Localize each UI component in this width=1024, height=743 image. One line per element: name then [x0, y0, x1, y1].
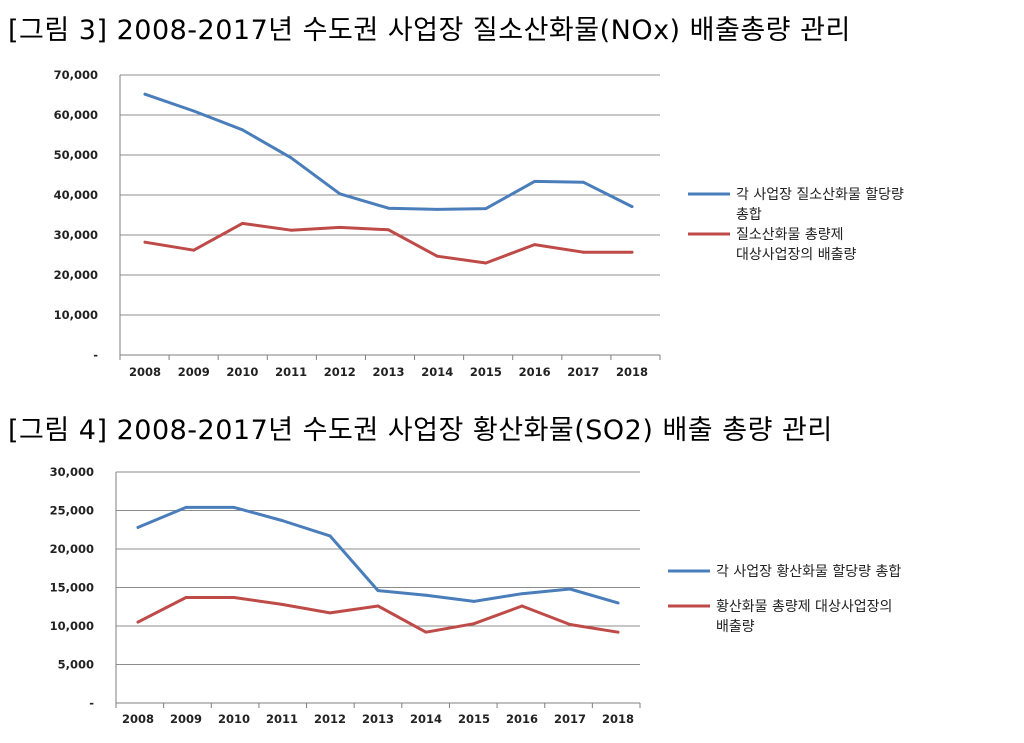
so2-series-1-point [280, 519, 284, 522]
so2-series-2-point [376, 604, 380, 608]
nox-series-2-point [581, 250, 585, 254]
so2-series-2-point [520, 604, 524, 608]
so2-series-1-point [472, 599, 476, 603]
nox-series-1-point [387, 206, 390, 210]
so2-y-tick-label: 10,000 [50, 619, 94, 633]
nox-legend-label-2: 질소산화물 총량제 [736, 227, 844, 243]
nox-series-2-point [387, 228, 390, 232]
nox-series-1-point [581, 180, 585, 184]
so2-x-tick-label: 2017 [554, 712, 586, 726]
nox-x-tick-label: 2015 [470, 365, 502, 379]
so2-y-tick-label: - [89, 696, 94, 710]
nox-series-2-point [192, 248, 196, 252]
so2-x-tick-label: 2015 [458, 712, 490, 726]
so2-x-tick-label: 2018 [602, 712, 634, 726]
so2-x-tick-label: 2016 [506, 712, 538, 726]
so2-series-2-point [232, 596, 236, 599]
nox-legend-label-2: 대상사업장의 배출량 [736, 247, 856, 263]
so2-series-1-line [136, 505, 620, 605]
so2-y-tick-label: 20,000 [50, 542, 94, 556]
nox-series-1-point [484, 207, 488, 211]
so2-series-1-point [568, 587, 572, 591]
nox-series-2-point [533, 243, 536, 247]
nox-series-1-point [289, 156, 293, 160]
nox-series-1-point [435, 208, 439, 211]
nox-series-2-point [630, 250, 634, 254]
so2-series-1-point [424, 593, 428, 597]
so2-y-tick-label: 5,000 [58, 658, 94, 672]
so2-legend-label-2: 황산화물 총량제 대상사업장의 [716, 599, 892, 615]
so2-series-2-point [136, 620, 140, 624]
nox-series-1-point [630, 205, 634, 209]
nox-series-2-point [484, 261, 488, 265]
nox-legend-label-1: 각 사업장 질소산화물 할당량 [736, 187, 904, 203]
nox-series-2-point [289, 228, 293, 232]
nox-legend-label-1: 총합 [736, 207, 762, 223]
nox-x-tick-label: 2008 [129, 365, 161, 379]
figure-3-title: [그림 3] 2008-2017년 수도권 사업장 질소산화물(NOx) 배출총… [8, 15, 851, 46]
so2-series-2-point [616, 630, 620, 634]
nox-series-2-point [143, 240, 147, 244]
so2-y-tick-label: 30,000 [50, 465, 94, 479]
nox-x-tick-label: 2009 [178, 365, 210, 379]
nox-y-tick-label: 70,000 [54, 68, 98, 82]
nox-x-tick-label: 2013 [372, 365, 404, 379]
nox-y-tick-label: 20,000 [54, 268, 98, 282]
nox-series-1-point [241, 128, 244, 132]
so2-x-tick-label: 2012 [314, 712, 346, 726]
so2-x-tick-label: 2009 [170, 712, 202, 726]
nox-series-1-point [143, 92, 147, 96]
so2-series-2-point [328, 611, 332, 615]
nox-y-tick-label: - [93, 348, 98, 362]
so2-series-1-point [328, 534, 332, 538]
so2-series-1-point [136, 526, 140, 529]
so2-series-1-point [376, 589, 380, 592]
so2-x-tick-label: 2013 [362, 712, 394, 726]
nox-y-tick-label: 10,000 [54, 308, 98, 322]
so2-series-2-point [184, 596, 188, 599]
so2-series-2-point [424, 630, 428, 634]
nox-series-1-point [533, 180, 536, 183]
nox-x-tick-label: 2017 [567, 365, 599, 379]
nox-y-tick-label: 40,000 [54, 188, 98, 202]
so2-y-tick-label: 25,000 [50, 504, 94, 518]
so2-x-tick-label: 2008 [122, 712, 154, 726]
nox-y-tick-label: 30,000 [54, 228, 98, 242]
so2-series-2-point [280, 603, 284, 606]
nox-x-tick-label: 2011 [275, 365, 307, 379]
so2-x-tick-label: 2014 [410, 712, 442, 726]
nox-x-tick-label: 2016 [519, 365, 551, 379]
nox-series-2-point [338, 226, 342, 229]
nox-chart: - 10,000 20,000 30,000 40,000 50,000 60,000 70,… [54, 68, 904, 379]
so2-legend-label-2: 배출량 [716, 619, 755, 635]
nox-x-tick-label: 2010 [226, 365, 258, 379]
so2-legend-label-1: 각 사업장 황산화물 할당량 총합 [716, 564, 901, 580]
so2-series-1-point [232, 506, 236, 509]
so2-series-1-point [184, 506, 188, 509]
so2-series-2-point [472, 622, 476, 626]
figure-4-title: [그림 4] 2008-2017년 수도권 사업장 황산화물(SO2) 배출 총… [8, 415, 833, 446]
so2-x-tick-label: 2010 [218, 712, 250, 726]
so2-x-tick-label: 2011 [266, 712, 298, 726]
nox-series-2-point [435, 254, 439, 258]
nox-y-tick-label: 50,000 [54, 148, 98, 162]
so2-series-1-point [520, 592, 524, 596]
nox-x-tick-label: 2012 [324, 365, 356, 379]
so2-series-1-point [616, 601, 620, 605]
nox-x-tick-label: 2018 [616, 365, 648, 379]
nox-series-1-point [192, 109, 196, 113]
so2-series-2-point [568, 623, 572, 626]
nox-x-tick-label: 2014 [421, 365, 453, 379]
nox-series-2-point [241, 222, 244, 225]
nox-y-tick-label: 60,000 [54, 108, 98, 122]
so2-series-2-line [136, 596, 620, 634]
nox-series-1-point [338, 192, 342, 196]
so2-y-tick-label: 15,000 [50, 581, 94, 595]
